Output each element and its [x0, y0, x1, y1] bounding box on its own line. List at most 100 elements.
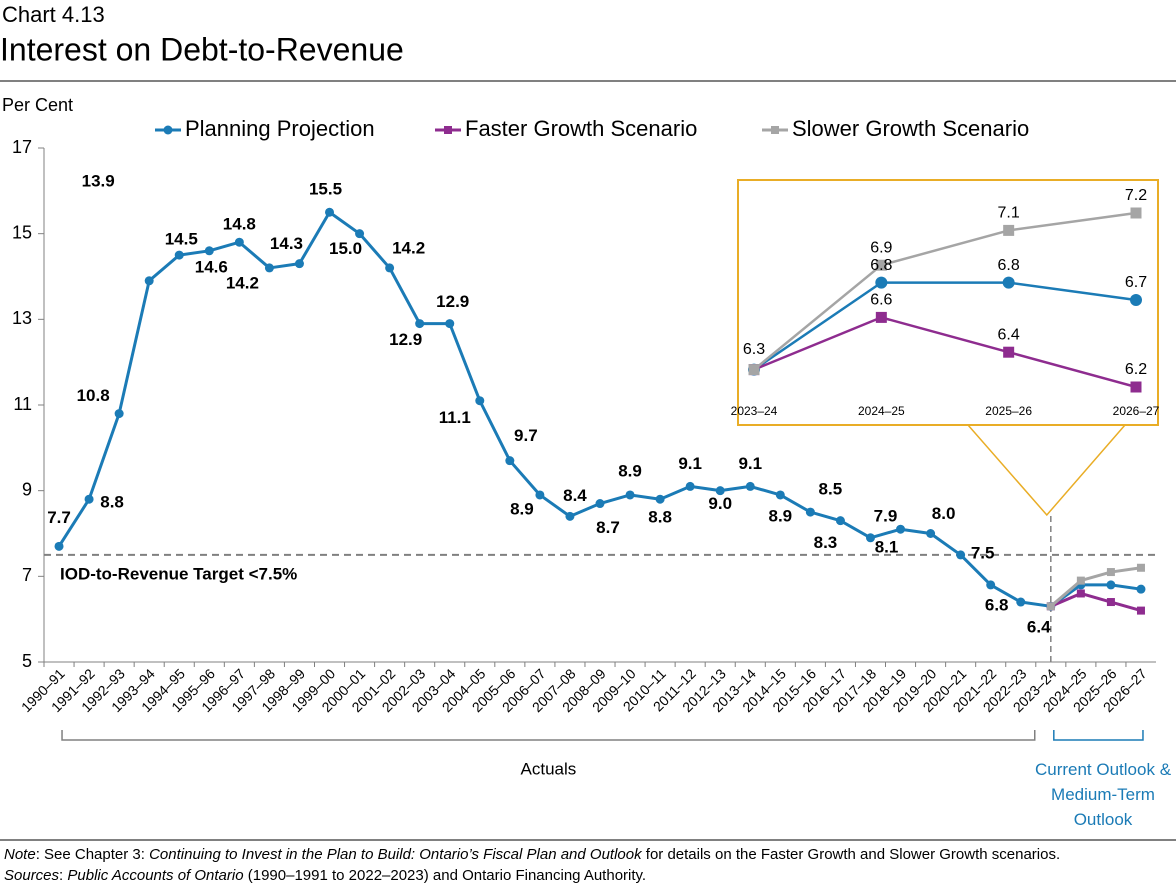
- data-label: 12.9: [389, 330, 422, 349]
- legend-marker: [163, 125, 173, 135]
- data-label: 8.8: [100, 493, 124, 512]
- outlook-label: Current Outlook & Medium-Term Outlook: [1034, 760, 1172, 829]
- data-label: 9.7: [514, 426, 538, 445]
- point: [655, 494, 665, 504]
- point: [174, 250, 184, 260]
- point: [505, 456, 515, 466]
- point: [1106, 580, 1116, 590]
- legend-marker: [771, 126, 779, 134]
- y-axis-label: Per Cent: [2, 95, 73, 115]
- point: [1046, 602, 1055, 611]
- inset-data-label: 6.4: [998, 326, 1020, 343]
- point: [325, 207, 335, 217]
- data-label: 9.1: [738, 454, 762, 473]
- point: [685, 481, 695, 491]
- point: [835, 516, 845, 526]
- y-tick-label: 5: [22, 651, 32, 671]
- inset-data-label: 6.3: [743, 341, 765, 358]
- inset-data-label: 6.9: [870, 239, 892, 256]
- point: [865, 533, 875, 543]
- data-label: 8.5: [819, 480, 843, 499]
- data-label: 15.5: [309, 180, 342, 199]
- data-label: 14.8: [223, 215, 256, 234]
- point: [986, 580, 996, 590]
- legend-label: Planning Projection: [185, 116, 375, 141]
- point: [1106, 568, 1115, 577]
- data-label: 7.9: [874, 506, 898, 525]
- note-text: Sources: [4, 867, 60, 884]
- point: [204, 246, 214, 256]
- y-tick-label: 7: [22, 565, 32, 585]
- point: [355, 229, 365, 239]
- point: [565, 511, 575, 521]
- series-line: [753, 281, 1137, 371]
- point: [1130, 207, 1142, 219]
- inset-frame: [737, 179, 1159, 426]
- note-text: : See Chapter 3:: [35, 846, 150, 863]
- point: [875, 276, 888, 289]
- note-text: Continuing to Invest in the Plan to Buil…: [149, 846, 642, 863]
- point: [1016, 597, 1026, 607]
- data-label: 9.1: [678, 454, 702, 473]
- data-label: 14.3: [270, 234, 303, 253]
- data-label: 8.3: [814, 533, 838, 552]
- inset-data-label: 6.6: [870, 292, 892, 309]
- point: [715, 486, 725, 496]
- point: [875, 311, 887, 323]
- inset-x-label: 2023–24: [731, 404, 778, 418]
- inset-data-label: 6.8: [870, 257, 892, 274]
- point: [385, 263, 395, 273]
- point: [535, 490, 545, 500]
- point: [234, 237, 244, 247]
- point: [1106, 598, 1115, 607]
- point: [875, 259, 887, 271]
- data-label: 6.8: [985, 595, 1009, 614]
- point: [294, 259, 304, 269]
- data-label: 8.9: [618, 461, 642, 480]
- point: [1002, 276, 1015, 289]
- inset-x-label: 2025–26: [985, 404, 1032, 418]
- point: [745, 481, 755, 491]
- chart-label: Chart 4.13: [2, 2, 105, 27]
- point: [625, 490, 635, 500]
- y-tick-label: 13: [12, 308, 32, 328]
- point: [1076, 589, 1085, 598]
- data-label: 12.9: [436, 292, 469, 311]
- point: [1003, 224, 1015, 236]
- data-label: 8.9: [769, 506, 793, 525]
- data-label: 14.2: [226, 273, 259, 292]
- note-text: :: [59, 867, 68, 884]
- inset-data-label: 6.2: [1125, 361, 1147, 378]
- inset-data-label: 7.2: [1125, 187, 1147, 204]
- target-label: IOD-to-Revenue Target <7.5%: [60, 564, 297, 583]
- point: [264, 263, 274, 273]
- legend-label: Faster Growth Scenario: [465, 116, 697, 141]
- note-text: for details on the Faster Growth and Slo…: [641, 846, 1061, 863]
- data-label: 8.1: [875, 538, 899, 557]
- note-text: (1990–1991 to 2022–2023) and Ontario Fin…: [243, 867, 647, 884]
- point: [805, 507, 815, 517]
- point: [84, 494, 94, 504]
- data-label: 6.4: [1027, 618, 1051, 637]
- data-label: 14.5: [165, 230, 198, 249]
- point: [1003, 346, 1015, 358]
- data-label: 13.9: [82, 171, 115, 190]
- point: [54, 541, 64, 551]
- y-tick-label: 9: [22, 479, 32, 499]
- point: [445, 319, 455, 329]
- y-tick-label: 17: [12, 137, 32, 157]
- point: [114, 409, 124, 419]
- point: [595, 499, 605, 509]
- point: [775, 490, 785, 500]
- note-line: Sources: Public Accounts of Ontario (199…: [4, 865, 1174, 886]
- y-tick-label: 15: [12, 222, 32, 242]
- y-tick-label: 11: [13, 394, 32, 414]
- point: [956, 550, 966, 560]
- data-label: 8.7: [596, 518, 620, 537]
- inset-x-label: 2026–27: [1113, 404, 1160, 418]
- note-text: Note: [4, 846, 36, 863]
- legend-label: Slower Growth Scenario: [792, 116, 1029, 141]
- series-line: [1050, 591, 1142, 613]
- point: [1130, 294, 1142, 306]
- data-label: 15.0: [329, 239, 362, 258]
